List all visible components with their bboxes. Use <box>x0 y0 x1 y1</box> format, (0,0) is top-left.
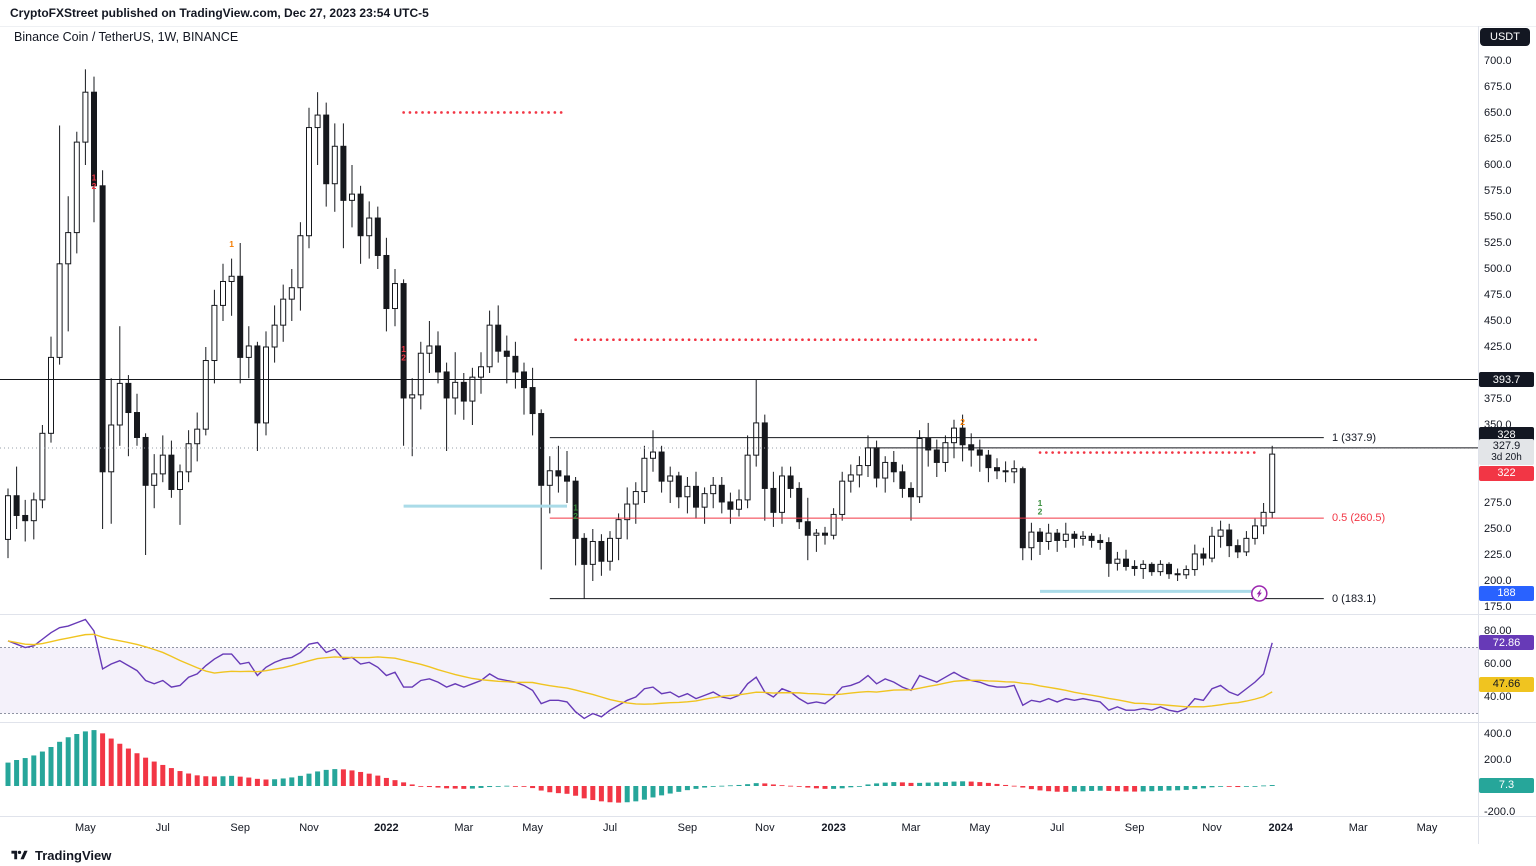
flash-marker-icon <box>1251 585 1268 602</box>
wave-annotations: 1 2 1 1 2 1 2 2 1 2 <box>92 173 1043 521</box>
svg-text:12: 12 <box>92 173 97 192</box>
publish-text: CryptoFXStreet published on TradingView.… <box>10 6 429 20</box>
svg-text:1: 1 <box>229 239 234 249</box>
rsi-ma-line <box>7 633 1273 708</box>
price-axis[interactable] <box>1478 26 1536 816</box>
svg-text:12: 12 <box>401 344 406 363</box>
ao-histogram <box>5 730 1275 803</box>
price-levels <box>0 111 1478 600</box>
tradingview-brand-text[interactable]: TradingView <box>35 847 112 863</box>
svg-text:2: 2 <box>960 417 965 427</box>
time-axis[interactable] <box>0 816 1478 844</box>
footer-bar: TradingView <box>0 844 1536 866</box>
svg-text:12: 12 <box>1038 498 1043 517</box>
svg-text:12: 12 <box>573 502 578 521</box>
publish-header: CryptoFXStreet published on TradingView.… <box>0 0 1536 26</box>
candles-series <box>5 69 1276 599</box>
rsi-lines <box>7 618 1273 720</box>
symbol-legend: Binance Coin / TetherUS, 1W, BINANCE <box>14 30 239 44</box>
rsi-band <box>0 647 1478 714</box>
rsi-line <box>7 618 1273 720</box>
pane-separators <box>0 26 1536 845</box>
tradingview-logo-icon[interactable] <box>10 848 29 862</box>
currency-toggle-button[interactable]: USDT <box>1480 28 1530 46</box>
